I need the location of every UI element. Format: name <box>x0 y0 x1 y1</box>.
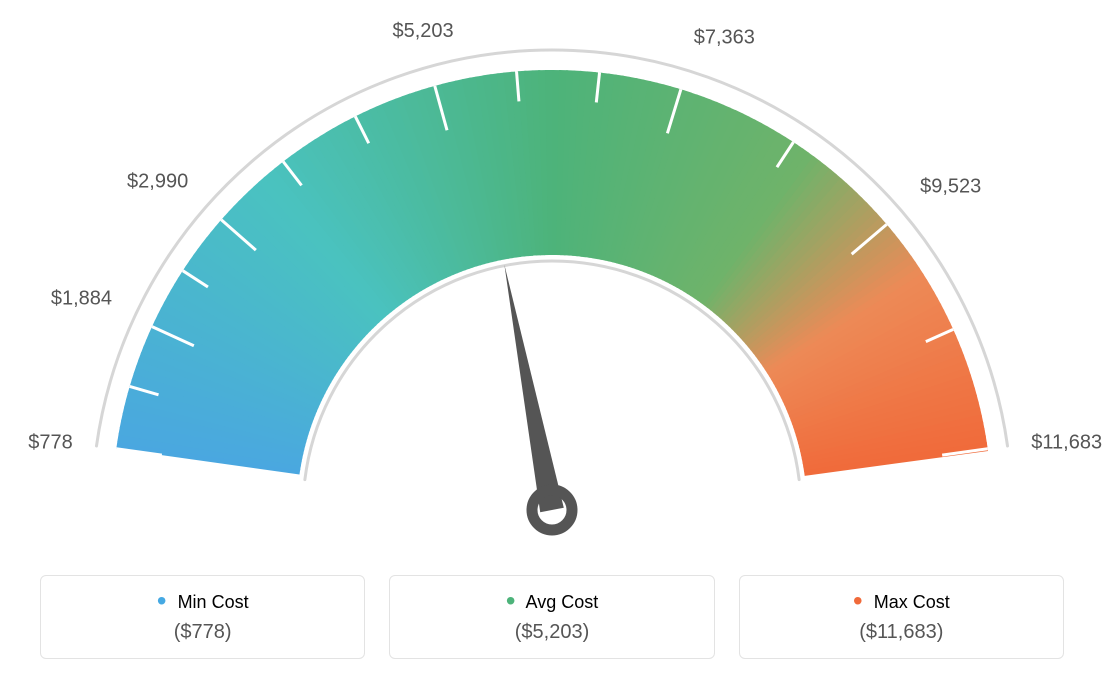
legend-value-min: ($778) <box>41 621 364 644</box>
legend-label-text: Min Cost <box>178 592 249 612</box>
gauge-tick-label: $9,523 <box>920 175 981 198</box>
legend-value-max: ($11,683) <box>740 621 1063 644</box>
cost-gauge: $778 $1,884 $2,990 $5,203 $7,363 $9,523 $11,68… <box>0 0 1104 560</box>
legend-card-min: • Min Cost ($778) <box>40 575 365 659</box>
legend-value-avg: ($5,203) <box>390 621 713 644</box>
gauge-tick-label: $2,990 <box>127 170 188 193</box>
legend-label-avg: • Avg Cost <box>390 592 713 613</box>
legend-label-min: • Min Cost <box>41 592 364 613</box>
dot-icon: • <box>157 596 167 606</box>
gauge-tick-label: $778 <box>28 431 73 454</box>
dot-icon: • <box>853 596 863 606</box>
gauge-tick-label: $1,884 <box>51 288 112 311</box>
legend-card-max: • Max Cost ($11,683) <box>739 575 1064 659</box>
gauge-tick-label: $5,203 <box>392 20 453 43</box>
legend-card-avg: • Avg Cost ($5,203) <box>389 575 714 659</box>
dot-icon: • <box>506 596 516 606</box>
legend-label-max: • Max Cost <box>740 592 1063 613</box>
legend-row: • Min Cost ($778) • Avg Cost ($5,203) • … <box>40 575 1064 659</box>
gauge-tick-label: $7,363 <box>694 27 755 50</box>
gauge-svg <box>0 0 1104 560</box>
legend-label-text: Avg Cost <box>526 592 599 612</box>
legend-label-text: Max Cost <box>874 592 950 612</box>
gauge-tick-label: $11,683 <box>1031 431 1102 454</box>
